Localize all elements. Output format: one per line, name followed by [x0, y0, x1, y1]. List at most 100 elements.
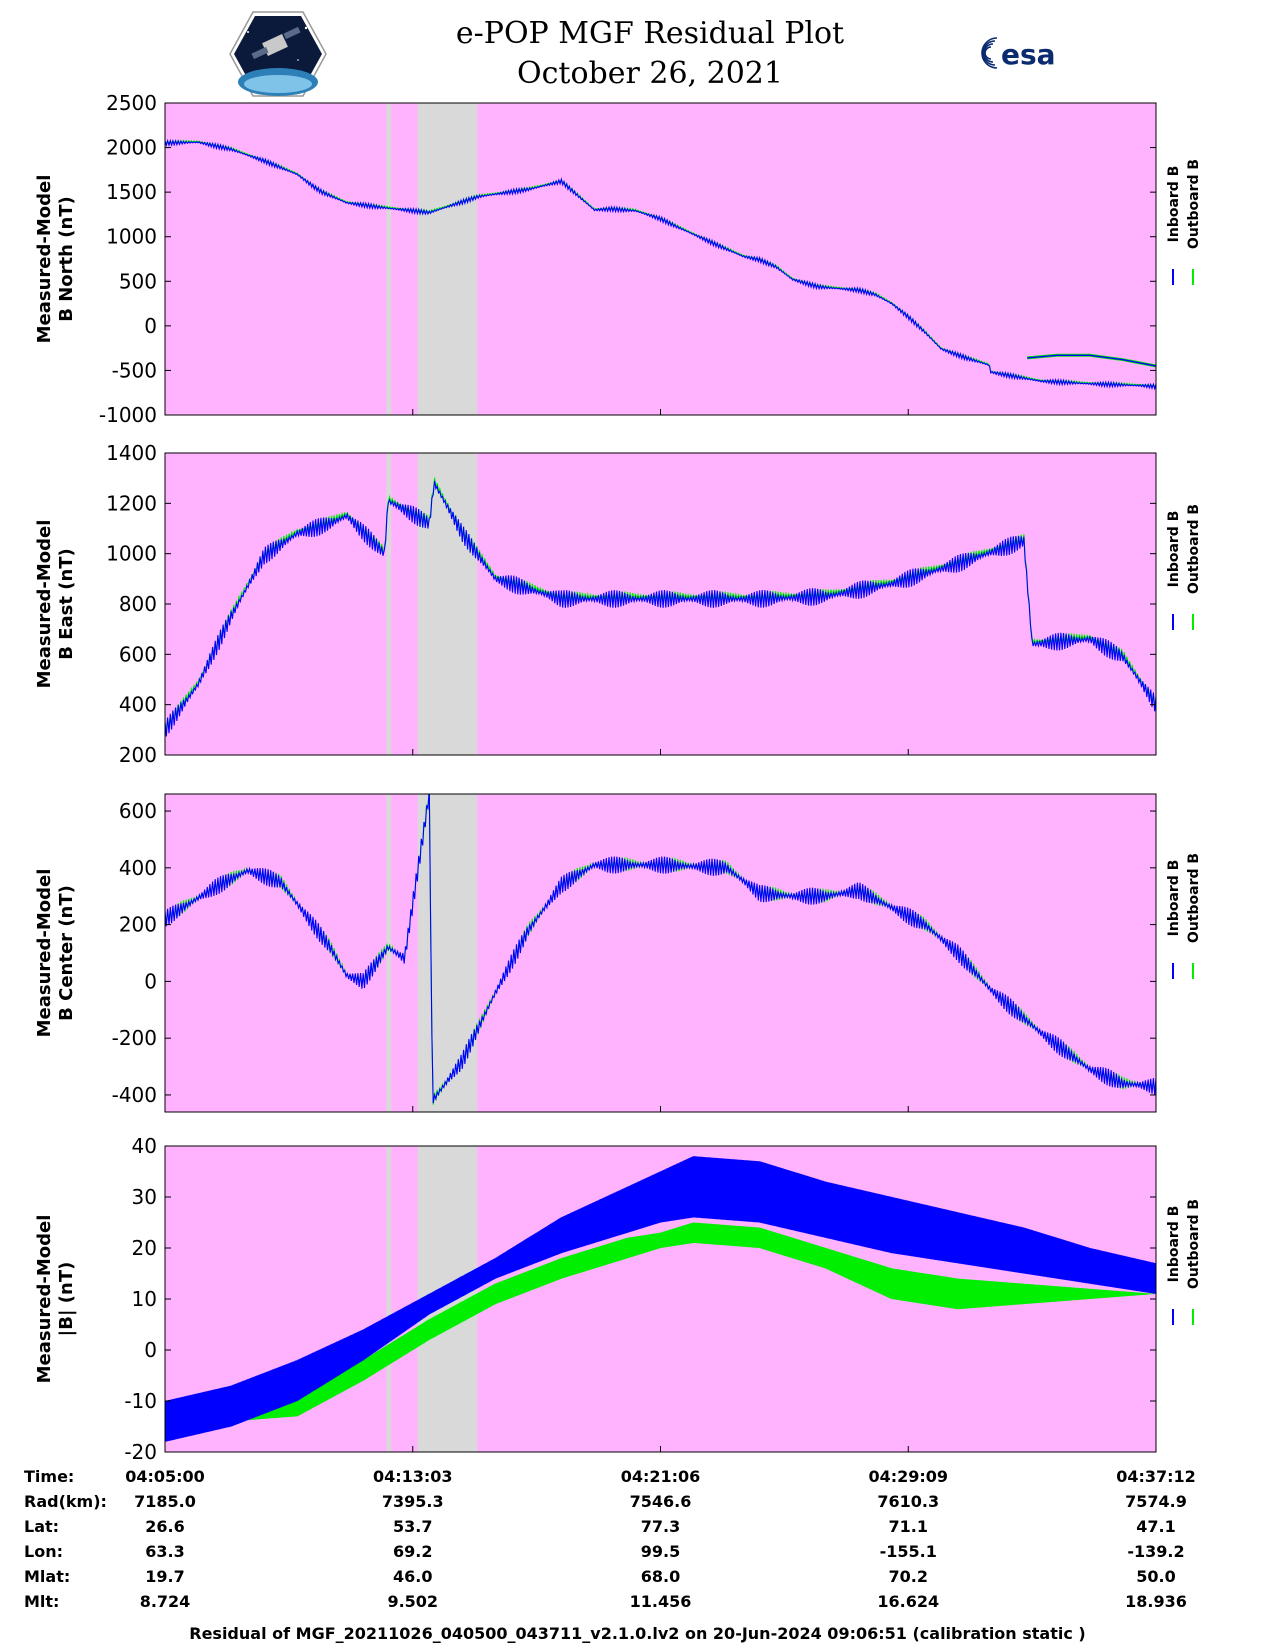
table-cell: 69.2 — [393, 1542, 432, 1561]
row-label: Mlt: — [24, 1592, 59, 1611]
legend: Inboard B Outboard B — [1166, 1199, 1202, 1325]
panel-1: 2500 2000 1500 1000 500 0 -500 -1000 Measured-Mo… — [34, 91, 1202, 427]
table-cell: 18.936 — [1125, 1592, 1187, 1611]
legend: Inboard B Outboard B — [1166, 853, 1202, 979]
legend-inboard-label: Inboard B — [1166, 860, 1182, 937]
footer-caption: Residual of MGF_20211026_040500_043711_v… — [189, 1624, 1086, 1643]
panel-4: 40 30 20 10 0 -10 -20 Measured-Model|B| (nT) Inb… — [34, 1134, 1202, 1464]
table-cell: 04:21:06 — [621, 1467, 701, 1486]
table-cell: 46.0 — [393, 1567, 432, 1586]
panel-3: 600 400 200 0 -200 -400 Measured-ModelB Center… — [34, 793, 1202, 1113]
table-cell: 47.1 — [1136, 1517, 1175, 1536]
table-cell: 50.0 — [1136, 1567, 1175, 1586]
row-label: Lon: — [24, 1542, 63, 1561]
row-label: Mlat: — [24, 1567, 70, 1586]
inboard-series-segment — [1027, 354, 1156, 367]
table-cell: 70.2 — [889, 1567, 928, 1586]
legend-inboard-label: Inboard B — [1166, 166, 1182, 243]
table-cell: 04:05:00 — [125, 1467, 205, 1486]
table-cell: 9.502 — [387, 1592, 438, 1611]
y-tick-label: -200 — [112, 1026, 157, 1050]
plot-background — [165, 103, 1156, 415]
plot-title: e-POP MGF Residual Plot October 26, 2021 — [400, 14, 900, 94]
table-cell: 7546.6 — [630, 1492, 692, 1511]
y-tick-label: 0 — [144, 969, 157, 993]
legend-inboard-label: Inboard B — [1166, 1206, 1182, 1283]
table-cell: 53.7 — [393, 1517, 432, 1536]
y-tick-label: 1400 — [106, 441, 157, 465]
table-cell: 7610.3 — [877, 1492, 939, 1511]
table-cell: 7185.0 — [134, 1492, 196, 1511]
legend: Inboard B Outboard B — [1166, 504, 1202, 630]
table-cell: 71.1 — [889, 1517, 928, 1536]
y-tick-label: 2000 — [106, 136, 157, 160]
table-cell: 77.3 — [641, 1517, 680, 1536]
y-tick-label: 800 — [119, 592, 157, 616]
table-cell: 63.3 — [145, 1542, 184, 1561]
y-tick-label: 20 — [132, 1236, 157, 1260]
table-cell: 99.5 — [641, 1542, 680, 1561]
y-tick-label: 40 — [132, 1134, 157, 1158]
y-tick-label: -1000 — [99, 403, 157, 427]
y-tick-label: 10 — [132, 1287, 157, 1311]
y-tick-label: 0 — [144, 314, 157, 338]
legend-outboard-label: Outboard B — [1186, 504, 1202, 594]
y-tick-label: 0 — [144, 1338, 157, 1362]
title-line-2: October 26, 2021 — [517, 56, 783, 91]
y-axis-label: Measured-ModelB East (nT) — [34, 520, 77, 689]
y-axis-label: Measured-Model|B| (nT) — [34, 1215, 77, 1384]
y-axis-label: Measured-ModelB Center (nT) — [34, 869, 77, 1038]
y-tick-label: 600 — [119, 642, 157, 666]
y-tick-label: 500 — [119, 269, 157, 293]
row-label: Rad(km): — [24, 1492, 107, 1511]
table-cell: 7395.3 — [382, 1492, 444, 1511]
panel-2: 1400 1200 1000 800 600 400 200 Measured-ModelB … — [34, 441, 1202, 767]
inboard-series — [165, 138, 1156, 391]
series-group — [165, 794, 1156, 1105]
series-group — [165, 477, 1156, 737]
table-cell: 11.456 — [630, 1592, 692, 1611]
y-tick-label: 1500 — [106, 180, 157, 204]
epop-logo — [229, 11, 327, 97]
table-cell: 7574.9 — [1125, 1492, 1187, 1511]
y-axis-label: Measured-ModelB North (nT) — [34, 175, 77, 344]
y-tick-label: 400 — [119, 693, 157, 717]
table-cell: 8.724 — [140, 1592, 191, 1611]
table-cell: 04:37:12 — [1116, 1467, 1196, 1486]
legend: Inboard B Outboard B — [1166, 159, 1202, 285]
data-gap-band — [417, 794, 478, 1112]
y-tick-label: 600 — [119, 799, 157, 823]
data-gap-band — [386, 794, 392, 1112]
y-tick-label: 400 — [119, 856, 157, 880]
esa-wordmark: esa — [1001, 38, 1056, 71]
legend-outboard-label: Outboard B — [1186, 1199, 1202, 1289]
table-cell: 16.624 — [877, 1592, 939, 1611]
y-tick-label: 30 — [132, 1185, 157, 1209]
data-gap-band — [417, 103, 478, 415]
y-tick-label: -20 — [124, 1440, 157, 1464]
table-cell: -155.1 — [880, 1542, 937, 1561]
esa-logo: esa — [981, 37, 1056, 71]
y-tick-label: 1200 — [106, 491, 157, 515]
y-tick-label: 1000 — [106, 225, 157, 249]
inboard-series — [165, 1156, 1156, 1442]
table-cell: 19.7 — [145, 1567, 184, 1586]
y-tick-label: -10 — [124, 1389, 157, 1413]
inboard-series — [165, 480, 1156, 737]
data-gap-band — [386, 453, 392, 755]
y-tick-label: -500 — [112, 358, 157, 382]
legend-outboard-label: Outboard B — [1186, 853, 1202, 943]
table-cell: 04:13:03 — [373, 1467, 453, 1486]
data-gap-band — [386, 1146, 392, 1452]
table-cell: -139.2 — [1127, 1542, 1184, 1561]
y-tick-label: 200 — [119, 913, 157, 937]
data-gap-band — [386, 103, 392, 415]
series-group — [165, 138, 1156, 391]
table-cell: 26.6 — [145, 1517, 184, 1536]
row-label: Time: — [24, 1467, 74, 1486]
series-group — [165, 1156, 1156, 1442]
title-line-1: e-POP MGF Residual Plot — [455, 16, 845, 51]
y-tick-label: -400 — [112, 1083, 157, 1107]
